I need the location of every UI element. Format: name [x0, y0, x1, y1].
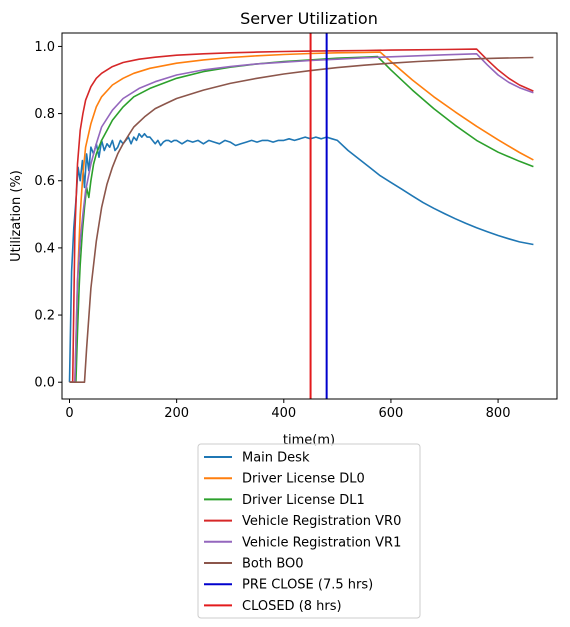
legend-label-7: CLOSED (8 hrs)	[242, 599, 342, 614]
x-tick-label: 400	[271, 406, 296, 421]
legend-label-5: Both BO0	[242, 557, 304, 572]
y-tick-label: 0.8	[34, 107, 55, 122]
x-tick-label: 200	[164, 406, 189, 421]
legend-label-4: Vehicle Registration VR1	[242, 535, 401, 550]
series-line-5	[69, 56, 534, 384]
y-tick-label: 0.4	[34, 241, 55, 256]
series-line-4	[69, 52, 534, 384]
legend: Main Desk Driver License DL0 Driver Licens…	[197, 443, 421, 619]
legend-label-0: Main Desk	[242, 451, 310, 466]
x-tick-label: 0	[65, 406, 73, 421]
plot-area-frame	[61, 32, 558, 400]
chart-title: Server Utilization	[240, 9, 378, 28]
y-axis-ticks: 0.0 0.2 0.4 0.6 0.8 1.0	[34, 40, 62, 391]
legend-entries: Main Desk Driver License DL0 Driver Licens…	[204, 451, 401, 614]
legend-label-2: Driver License DL1	[242, 493, 365, 508]
x-tick-label: 800	[486, 406, 511, 421]
series-line-2	[69, 55, 534, 384]
legend-label-3: Vehicle Registration VR0	[242, 514, 401, 529]
legend-label-6: PRE CLOSE (7.5 hrs)	[242, 578, 373, 593]
series-layer	[68, 33, 534, 399]
x-axis-ticks: 0 200 400 600 800	[65, 399, 510, 421]
x-tick-label: 600	[379, 406, 404, 421]
y-tick-label: 0.2	[34, 309, 55, 324]
y-axis-title: Utilization (%)	[9, 170, 24, 262]
series-line-0	[68, 132, 534, 383]
legend-label-1: Driver License DL0	[242, 472, 365, 487]
y-tick-label: 1.0	[34, 40, 55, 55]
series-line-3	[69, 48, 534, 384]
y-tick-label: 0.6	[34, 174, 55, 189]
legend-frame	[197, 443, 421, 619]
y-tick-label: 0.0	[34, 376, 55, 391]
series-line-1	[69, 51, 534, 384]
